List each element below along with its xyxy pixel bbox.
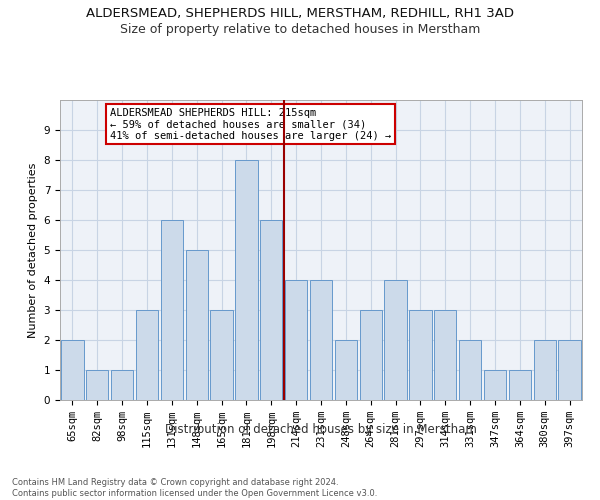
Bar bbox=[285, 280, 307, 400]
Bar bbox=[235, 160, 257, 400]
Bar bbox=[161, 220, 183, 400]
Bar bbox=[61, 340, 83, 400]
Text: Contains HM Land Registry data © Crown copyright and database right 2024.
Contai: Contains HM Land Registry data © Crown c… bbox=[12, 478, 377, 498]
Bar bbox=[484, 370, 506, 400]
Bar bbox=[559, 340, 581, 400]
Bar bbox=[86, 370, 109, 400]
Bar bbox=[260, 220, 283, 400]
Bar bbox=[434, 310, 457, 400]
Bar bbox=[385, 280, 407, 400]
Bar bbox=[335, 340, 357, 400]
Y-axis label: Number of detached properties: Number of detached properties bbox=[28, 162, 38, 338]
Bar bbox=[409, 310, 431, 400]
Bar bbox=[111, 370, 133, 400]
Text: Size of property relative to detached houses in Merstham: Size of property relative to detached ho… bbox=[120, 22, 480, 36]
Bar bbox=[359, 310, 382, 400]
Bar bbox=[459, 340, 481, 400]
Bar bbox=[509, 370, 531, 400]
Text: ALDERSMEAD SHEPHERDS HILL: 215sqm
← 59% of detached houses are smaller (34)
41% : ALDERSMEAD SHEPHERDS HILL: 215sqm ← 59% … bbox=[110, 108, 391, 140]
Bar bbox=[211, 310, 233, 400]
Bar bbox=[185, 250, 208, 400]
Text: ALDERSMEAD, SHEPHERDS HILL, MERSTHAM, REDHILL, RH1 3AD: ALDERSMEAD, SHEPHERDS HILL, MERSTHAM, RE… bbox=[86, 8, 514, 20]
Bar bbox=[136, 310, 158, 400]
Bar bbox=[310, 280, 332, 400]
Text: Distribution of detached houses by size in Merstham: Distribution of detached houses by size … bbox=[165, 422, 477, 436]
Bar bbox=[533, 340, 556, 400]
